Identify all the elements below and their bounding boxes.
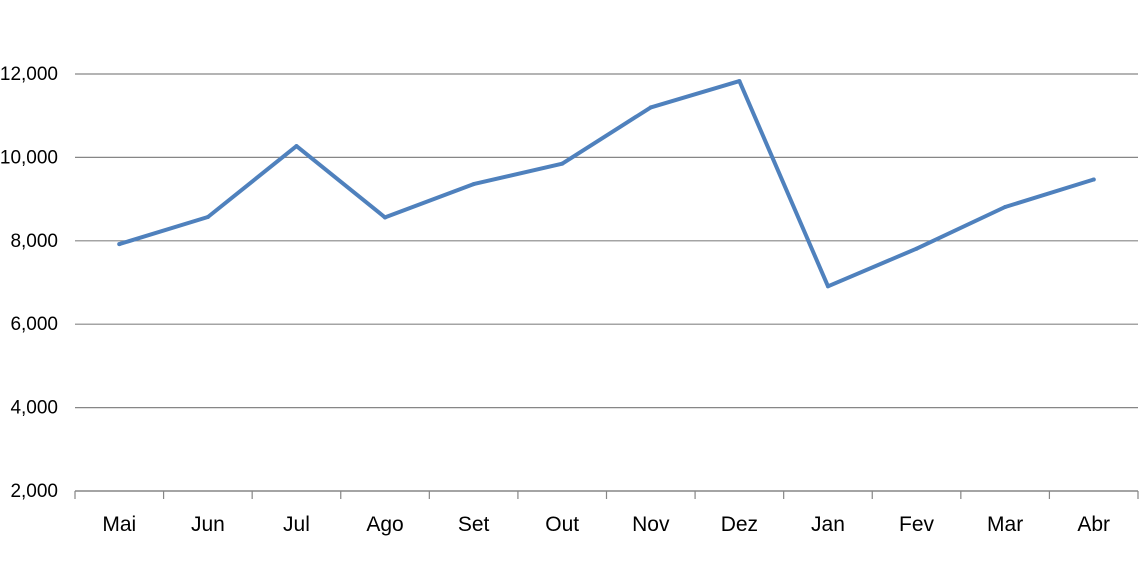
data-point [117,242,122,247]
data-point [294,144,299,149]
data-point [1091,177,1096,182]
y-tick-label: 8,000 [10,231,58,252]
y-tick-label: 4,000 [10,398,58,419]
y-tick-label: 2,000 [10,481,58,502]
x-axis-tick-labels: Mai Jun Jul Ago Set Out Nov Dez Jan Fev Mar Abr [102,513,1110,536]
x-tick-label: Mai [102,513,136,536]
data-point [1003,205,1008,210]
y-tick-label: 6,000 [10,314,58,335]
gridlines [75,73,1138,409]
data-point [471,182,476,187]
x-tick-label: Abr [1077,513,1110,536]
x-tick-label: Nov [632,513,670,536]
x-tick-label: Dez [721,513,758,536]
data-point [383,215,388,220]
y-tick-label: 12,000 [0,64,58,85]
series-line [117,79,1096,289]
x-tick-label: Set [458,513,490,536]
data-point [648,105,653,110]
x-tick-label: Jun [191,513,225,536]
series-group [117,79,1096,289]
x-tick-label: Mar [987,513,1023,536]
data-point [560,161,565,166]
x-tick-label: Jan [811,513,845,536]
y-axis-tick-labels: 2,000 4,000 6,000 8,000 10,000 12,000 [0,64,58,502]
data-point [205,215,210,220]
x-tick-label: Ago [366,513,403,536]
x-axis-ticks [74,491,1139,499]
x-tick-label: Jul [283,513,310,536]
data-point [825,284,830,289]
x-tick-label: Fev [899,513,935,536]
x-tick-label: Out [545,513,579,536]
data-point [737,79,742,84]
data-point [914,246,919,251]
y-tick-label: 10,000 [0,147,58,168]
